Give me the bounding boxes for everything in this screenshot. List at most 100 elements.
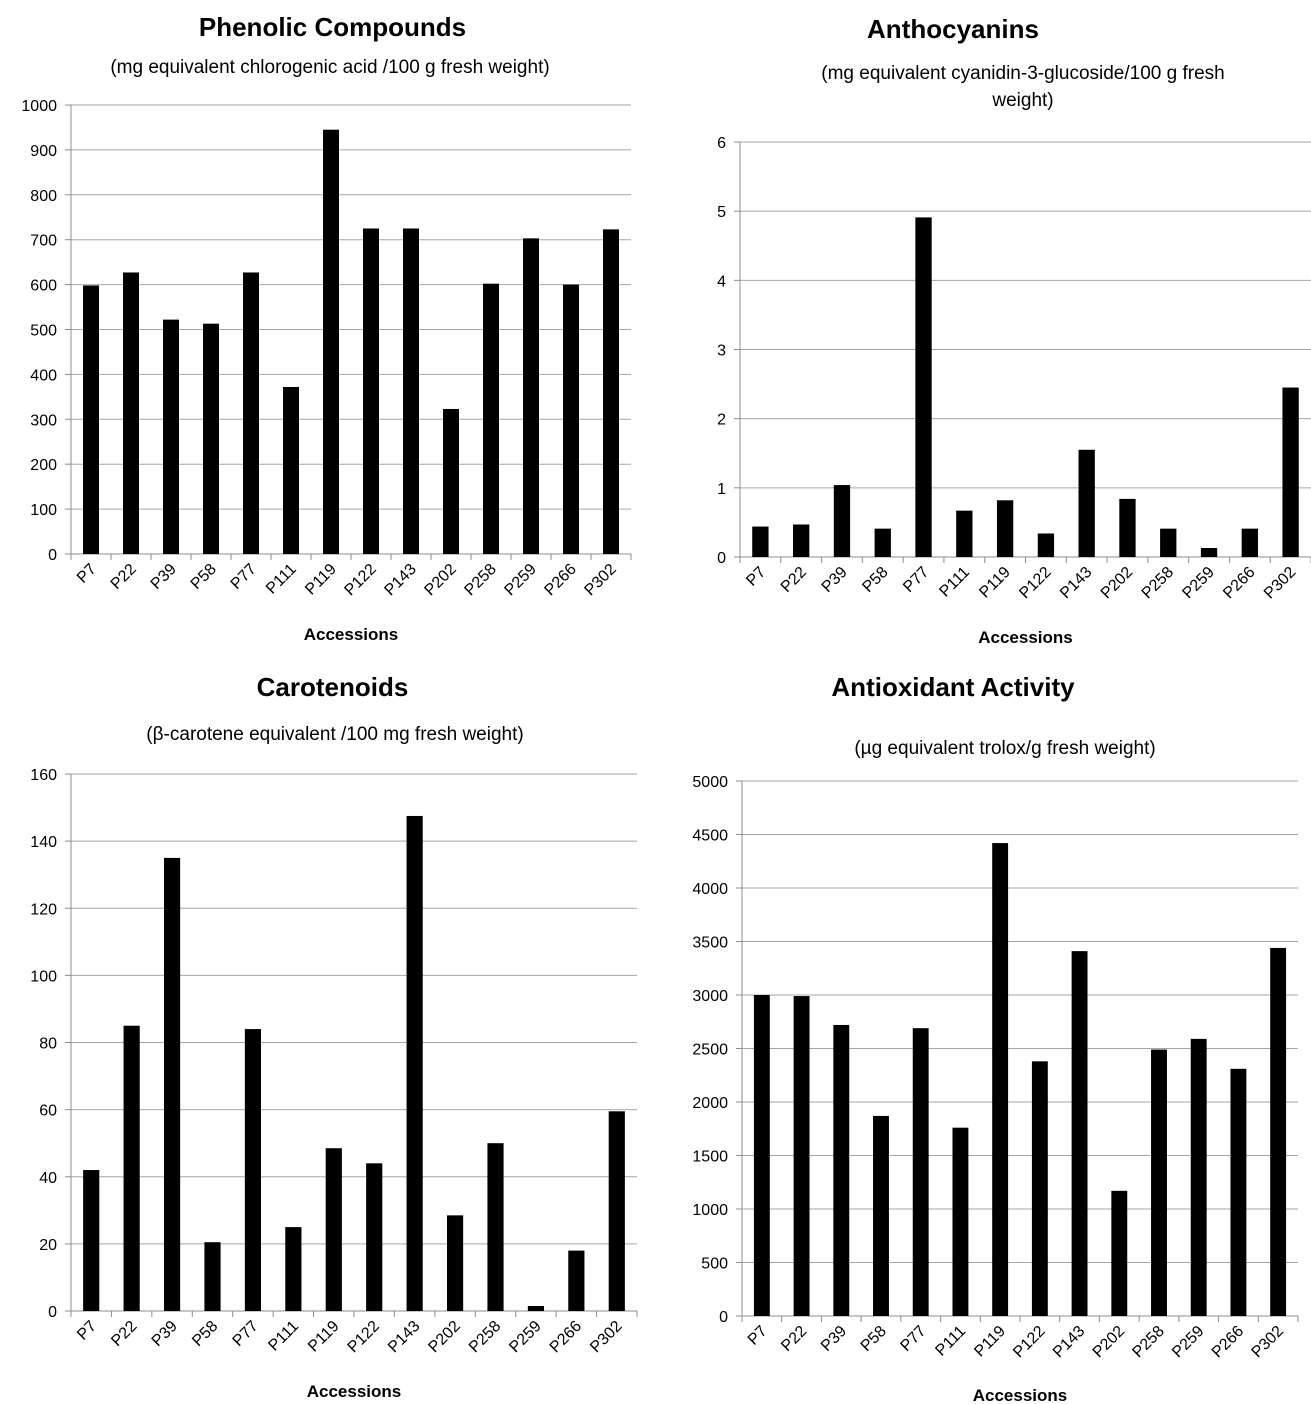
bar [1071, 951, 1088, 1316]
x-tick-label: P266 [1209, 1323, 1248, 1362]
y-tick-label: 20 [39, 1237, 57, 1254]
x-tick-label: P7 [74, 1318, 100, 1344]
x-tick-label: P22 [778, 564, 810, 596]
y-tick-label: 1000 [692, 1202, 728, 1219]
x-tick-label: P111 [263, 561, 300, 598]
x-tick-label: P39 [148, 561, 180, 593]
y-tick-label: 160 [30, 767, 57, 784]
bar [873, 1115, 889, 1316]
y-tick-label: 140 [30, 834, 57, 851]
y-tick-label: 4 [717, 273, 726, 290]
x-tick-label: P39 [818, 1323, 850, 1355]
x-tick-label: P258 [1129, 1323, 1168, 1362]
x-axis-label: Accessions [304, 625, 399, 644]
x-tick-label: P77 [900, 564, 932, 596]
y-tick-label: 500 [701, 1256, 728, 1273]
bar [563, 284, 579, 554]
bar [406, 815, 423, 1311]
bar [446, 1215, 464, 1311]
bar [1037, 533, 1055, 557]
x-tick-label: P266 [547, 1318, 586, 1357]
y-tick-label: 0 [717, 550, 726, 567]
bar [1078, 449, 1095, 557]
bar [123, 1025, 140, 1311]
x-tick-label: P7 [74, 561, 100, 587]
x-tick-label: P143 [1057, 564, 1096, 603]
anthocyanins-bar-chart: 0 1 2 3 4 5 6 P7 P22 P39 P58 P77 P111 P119 P122 P143 P20… [717, 135, 1311, 647]
x-tick-label: P143 [1050, 1323, 1089, 1362]
y-tick-label: 1500 [692, 1149, 728, 1166]
x-tick-label: P111 [265, 1318, 302, 1355]
x-tick-label: P202 [421, 561, 460, 600]
chart-subtitle: (β-carotene equivalent /100 mg fresh wei… [146, 724, 524, 745]
x-tick-label: P119 [976, 564, 1014, 602]
bar [366, 1163, 383, 1311]
x-tick-label: P202 [425, 1318, 464, 1357]
bar [1241, 528, 1258, 557]
y-tick-label: 5 [717, 204, 726, 221]
bar [793, 996, 810, 1316]
y-tick-label: 0 [48, 547, 57, 564]
y-tick-label: 1000 [21, 98, 57, 115]
x-axis-label: Accessions [978, 628, 1073, 647]
bar [83, 285, 99, 554]
bar [1119, 498, 1136, 557]
bar [992, 843, 1009, 1316]
chart-title: Antioxidant Activity [831, 672, 1075, 702]
y-tick-label: 3 [717, 343, 726, 360]
bar [915, 217, 932, 557]
bar [283, 386, 299, 554]
x-tick-label: P259 [1169, 1323, 1208, 1362]
bar [285, 1227, 302, 1311]
x-tick-label: P39 [149, 1318, 181, 1350]
y-tick-label: 4000 [692, 881, 728, 898]
x-tick-label: P302 [581, 561, 620, 600]
chart-panel-carotenoids: Carotenoids (β-carotene equivalent /100 … [0, 660, 655, 1404]
bar [793, 524, 810, 557]
y-tick-label: 3500 [692, 935, 728, 952]
y-tick-label: 300 [30, 412, 57, 429]
y-tick-label: 6 [717, 135, 726, 152]
x-tick-label: P258 [1139, 564, 1178, 603]
bar [753, 995, 770, 1316]
x-tick-label: P202 [1090, 1323, 1129, 1362]
x-axis-label: Accessions [307, 1382, 402, 1401]
bar [568, 1250, 585, 1311]
bar [1111, 1190, 1128, 1316]
y-tick-label: 400 [30, 367, 57, 384]
x-tick-label: P258 [461, 561, 500, 600]
chart-title: Anthocyanins [867, 14, 1039, 44]
bar [912, 1028, 929, 1316]
bar [443, 408, 459, 554]
x-tick-label: P7 [745, 1323, 771, 1349]
bar [123, 272, 139, 554]
bar [487, 1143, 504, 1311]
y-tick-label: 40 [39, 1170, 57, 1187]
x-tick-label: P302 [1249, 1323, 1288, 1362]
bar [363, 228, 379, 554]
phenolic-bar-chart: 0 100 200 300 400 500 600 700 800 900 1000 P7 P22 P39… [21, 98, 632, 644]
x-tick-label: P202 [1098, 564, 1137, 603]
x-tick-label: P119 [305, 1318, 343, 1356]
bar [203, 323, 219, 554]
y-tick-label: 2000 [692, 1095, 728, 1112]
bar [83, 1170, 100, 1311]
chart-panel-phenolic: Phenolic Compounds (mg equivalent chloro… [0, 0, 655, 650]
chart-subtitle: (µg equivalent trolox/g fresh weight) [854, 738, 1156, 759]
bar [1230, 1068, 1247, 1316]
y-tick-label: 900 [30, 143, 57, 160]
chart-panel-antioxidant: Antioxidant Activity (µg equivalent trol… [655, 660, 1311, 1404]
bar [1190, 1038, 1207, 1316]
chart-subtitle: (mg equivalent cyanidin-3-glucoside/100 … [821, 63, 1225, 111]
x-tick-label: P122 [345, 1318, 384, 1357]
bar [952, 1127, 969, 1316]
x-tick-label: P302 [587, 1318, 626, 1357]
x-tick-label: P266 [1220, 564, 1259, 603]
x-tick-label: P22 [778, 1323, 810, 1355]
bar [1200, 548, 1218, 557]
x-tick-label: P39 [819, 564, 851, 596]
bar [752, 526, 769, 557]
y-tick-label: 3000 [692, 988, 728, 1005]
bar [323, 129, 339, 554]
chart-title: Carotenoids [256, 672, 409, 702]
